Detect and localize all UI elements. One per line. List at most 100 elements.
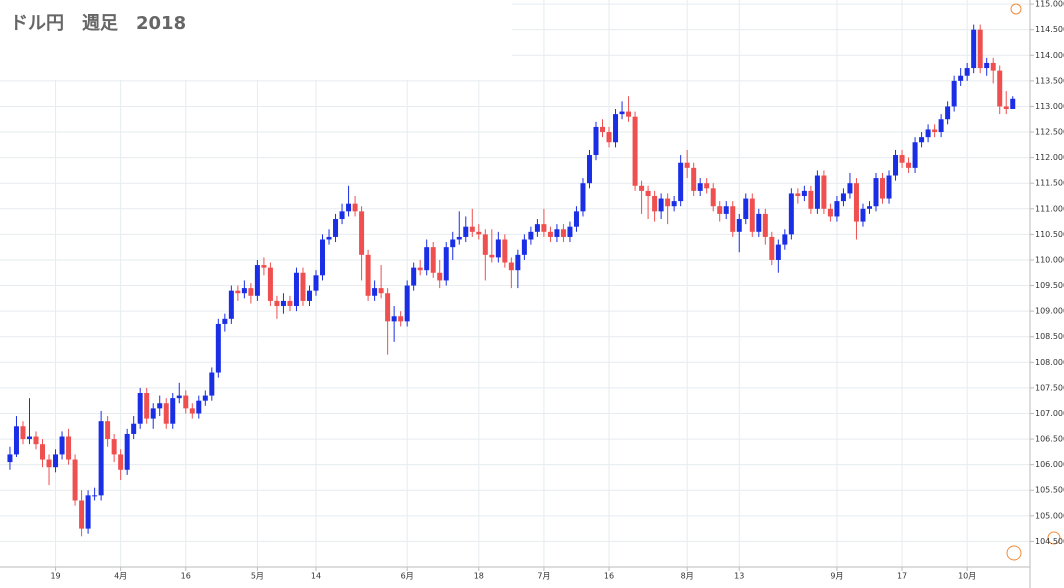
candle-body (79, 500, 85, 529)
candle-body (46, 459, 52, 468)
candle-body (684, 162, 690, 168)
title-box (0, 0, 512, 80)
candle-body (665, 198, 671, 207)
candle-body (202, 395, 208, 401)
candle-body (827, 208, 833, 217)
candle-body (749, 198, 755, 232)
candle-body (274, 300, 280, 307)
candle-body (326, 236, 332, 240)
candle-body (866, 206, 872, 209)
y-tick-label: 109.500 (1035, 281, 1064, 290)
candle-body (391, 316, 397, 322)
candle-body (287, 300, 293, 307)
candle-body (66, 436, 72, 460)
candle-body (521, 239, 527, 255)
y-tick-label: 114.000 (1035, 51, 1064, 60)
candle-body (547, 231, 553, 237)
y-tick-label: 111.500 (1035, 179, 1064, 188)
y-tick-label: 104.500 (1035, 537, 1064, 546)
candle-body (502, 239, 508, 263)
candle-body (424, 247, 430, 271)
candle-body (118, 454, 124, 470)
candle-body (105, 421, 111, 440)
candle-body (619, 111, 625, 115)
x-tick-label: 16 (181, 572, 191, 581)
candle-body (13, 426, 19, 455)
candle-body (346, 203, 352, 212)
candle-body (53, 454, 59, 468)
x-tick-label: 8月 (681, 572, 694, 581)
candle-body (756, 213, 762, 232)
candle-body (912, 142, 918, 168)
candle-body (306, 290, 312, 301)
candle-body (430, 247, 436, 273)
candle-body (411, 267, 417, 286)
candle-body (209, 372, 215, 396)
candle-body (254, 265, 260, 296)
candle-body (508, 262, 514, 271)
candle-body (554, 229, 560, 237)
candle-body (196, 400, 202, 414)
candle-body (925, 129, 931, 138)
candle-body (652, 195, 658, 212)
candle-body (821, 175, 827, 209)
y-tick-label: 106.000 (1035, 460, 1064, 469)
candle-body (645, 190, 651, 196)
candle-body (163, 403, 169, 424)
candle-body (932, 129, 938, 133)
candle-body (893, 155, 899, 176)
candle-body (886, 175, 892, 199)
candle-body (215, 323, 221, 373)
y-tick-label: 113.500 (1035, 76, 1064, 85)
candle-body (157, 403, 163, 409)
candle-body (697, 183, 703, 191)
candle-body (626, 111, 632, 117)
info-icon[interactable] (1010, 3, 1022, 15)
x-tick-label: 4月 (114, 572, 127, 581)
candle-body (801, 190, 807, 196)
candle-body (150, 408, 156, 419)
candle-body (1003, 106, 1009, 109)
event-icon[interactable] (1047, 531, 1061, 545)
candle-body (600, 126, 606, 133)
candle-body (144, 393, 150, 419)
candle-body (580, 183, 586, 212)
candle-body (385, 293, 391, 322)
candle-body (111, 439, 117, 455)
candle-body (847, 183, 853, 194)
y-tick-label: 111.000 (1035, 204, 1064, 213)
candle-body (730, 206, 736, 232)
y-tick-label: 114.500 (1035, 25, 1064, 34)
candle-body (990, 62, 996, 71)
candle-body (899, 155, 905, 163)
candle-body (124, 433, 130, 470)
candle-body (404, 285, 410, 322)
candle-body (964, 68, 970, 76)
y-tick-label: 110.000 (1035, 255, 1064, 264)
x-tick-label: 7月 (537, 572, 550, 581)
flag-icon[interactable] (1006, 545, 1022, 561)
candle-body (495, 239, 501, 258)
candle-body (691, 167, 697, 191)
candle-body (137, 393, 143, 424)
candle-body (463, 226, 469, 237)
y-tick-label: 109.000 (1035, 307, 1064, 316)
x-tick-label: 18 (474, 572, 484, 581)
candle-body (7, 454, 13, 463)
candle-body (33, 436, 39, 445)
y-tick-label: 107.500 (1035, 383, 1064, 392)
candle-body (534, 224, 540, 232)
x-tick-label: 13 (734, 572, 744, 581)
candle-body (261, 265, 267, 268)
y-tick-label: 113.000 (1035, 102, 1064, 111)
candle-body (235, 290, 241, 294)
candle-body (723, 206, 729, 214)
candle-body (85, 495, 91, 529)
candle-body (92, 495, 98, 497)
y-tick-label: 106.500 (1035, 435, 1064, 444)
y-tick-label: 115.000 (1035, 0, 1064, 9)
x-tick-label: 16 (604, 572, 614, 581)
candle-body (541, 224, 547, 232)
candle-body (567, 226, 573, 237)
